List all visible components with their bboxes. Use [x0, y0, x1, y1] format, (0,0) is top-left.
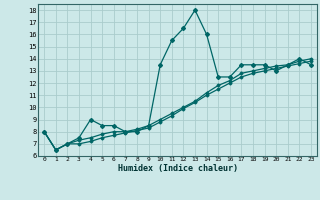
X-axis label: Humidex (Indice chaleur): Humidex (Indice chaleur)	[118, 164, 238, 173]
